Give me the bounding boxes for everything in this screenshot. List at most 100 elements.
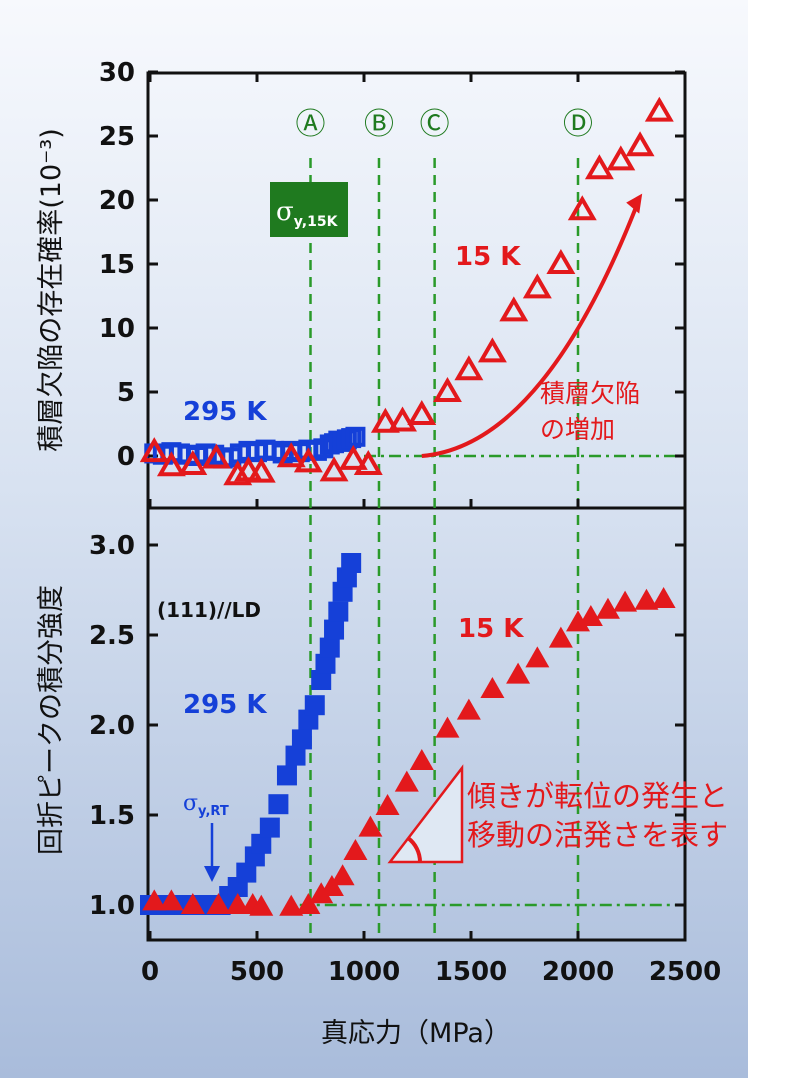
top-15k-point-0: [139, 437, 169, 463]
x-tick-label-1000: 1000: [328, 957, 400, 987]
top-y-tick-label-30: 30: [99, 58, 135, 88]
sigma-yrt-symbol: σ: [183, 791, 198, 816]
top-15k-point-11: [353, 449, 383, 475]
top-label-295k: 295 K: [183, 397, 267, 427]
top-15k-point-5: [233, 456, 263, 482]
bottom-15k-point-10: [319, 875, 344, 896]
top-15k-point-16: [454, 355, 484, 381]
marker-label-2: Ⓑ: [364, 107, 394, 142]
bottom-15k-point-27: [634, 588, 659, 610]
bottom-295k-point-22: [315, 653, 336, 674]
top-15k-point-9: [319, 456, 349, 482]
bottom-15k-point-23: [566, 610, 590, 632]
x-tick-label-500: 500: [230, 957, 284, 987]
stress-chart: Ⓐ Ⓑ Ⓒ Ⓓ 0 500 1000 1500 2000 2500 0 5 10 15 20 25 30 1.0…: [36, 58, 728, 1049]
top-15k-point-23: [606, 145, 636, 171]
bottom-15k-point-12: [343, 839, 368, 860]
top-15k-point-1: [156, 451, 186, 477]
bottom-annotation-line1: 傾きが転位の発生と: [467, 779, 728, 813]
sigma-y15k-subscript: y,15K: [294, 214, 339, 230]
bottom-15k-point-3: [206, 893, 231, 914]
bottom-15k-point-17: [435, 716, 460, 738]
sigma-yrt-subscript: y,RT: [198, 804, 229, 819]
top-15k-point-7: [276, 442, 306, 468]
bottom-15k-point-2: [180, 893, 205, 914]
marker-label-4: Ⓓ: [563, 107, 593, 142]
bottom-15k-point-16: [409, 749, 434, 770]
bottom-15k-point-14: [375, 794, 400, 815]
top-15k-point-14: [407, 400, 437, 426]
increase-arrow-head-icon: [626, 193, 643, 214]
bottom-y-tick-label-3.0: 3.0: [89, 531, 135, 561]
bottom-295k-point-18: [291, 729, 312, 750]
bottom-295k-point-20: [304, 695, 325, 716]
top-y-tick-label-20: 20: [99, 186, 135, 216]
top-15k-point-13: [388, 406, 417, 432]
top-15k-point-19: [522, 273, 552, 299]
bottom-15k-point-11: [330, 864, 355, 886]
bottom-295k-point-11: [236, 862, 257, 883]
top-15k-point-6: [246, 457, 276, 483]
marker-label-3: Ⓒ: [420, 107, 450, 142]
bottom-orientation-label: (111)//LD: [157, 598, 261, 622]
bottom-panel-frame: [146, 506, 687, 942]
bottom-15k-point-9: [309, 882, 334, 904]
bottom-295k-point-23: [319, 637, 340, 658]
top-y-axis-title: 積層欠陥の存在確率(10⁻³): [36, 128, 67, 452]
top-annotation-line1: 積層欠陥: [540, 379, 640, 408]
bottom-y-tick-label-2.0: 2.0: [89, 711, 135, 741]
bottom-y-tick-label-1.0: 1.0: [89, 891, 135, 921]
bottom-295k-point-17: [285, 745, 306, 766]
bottom-15k-point-8: [296, 893, 321, 914]
bottom-15k-point-18: [456, 698, 481, 720]
bottom-y-tick-label-2.5: 2.5: [89, 621, 135, 651]
bottom-15k-point-20: [506, 662, 531, 684]
top-15k-point-4: [223, 460, 253, 486]
top-y-tick-label-15: 15: [99, 250, 135, 280]
bottom-annotation-line2: 移動の活発さを表す: [467, 818, 728, 852]
top-15k-point-8: [293, 447, 323, 473]
top-15k-point-21: [567, 195, 597, 221]
bottom-15k-point-7: [279, 894, 304, 916]
top-15k-point-3: [201, 443, 231, 469]
top-15k-point-25: [644, 96, 674, 122]
x-tick-label-1500: 1500: [435, 957, 507, 987]
top-15k-point-22: [584, 154, 614, 180]
x-tick-label-0: 0: [141, 957, 159, 987]
x-axis-title: 真応力（MPa）: [321, 1018, 511, 1049]
sigma-yrt-arrow: [204, 823, 220, 882]
bottom-label-295k: 295 K: [183, 690, 267, 720]
bottom-15k-point-26: [613, 590, 638, 612]
bottom-15k-point-24: [578, 605, 603, 626]
slope-triangle-icon: [387, 764, 464, 864]
bottom-295k-point-24: [324, 619, 345, 640]
bottom-295k-point-13: [251, 833, 272, 854]
bottom-15k-point-15: [394, 770, 419, 792]
top-15k-point-15: [432, 377, 462, 402]
top-y-tick-label-25: 25: [99, 122, 135, 152]
bottom-y-tick-label-1.5: 1.5: [89, 801, 135, 831]
top-15k-point-2: [178, 449, 208, 475]
x-tick-label-2000: 2000: [542, 957, 614, 987]
top-15k-point-18: [499, 296, 529, 322]
top-annotation-line2: の増加: [540, 415, 615, 444]
top-15k-point-10: [338, 444, 368, 470]
bottom-295k-point-21: [311, 670, 332, 690]
bottom-15k-point-22: [548, 626, 573, 648]
top-15k-point-20: [546, 249, 576, 274]
bottom-y-axis-title: 回折ピークの積分強度: [36, 585, 67, 855]
bottom-15k-point-19: [480, 677, 505, 698]
bottom-295k-point-15: [268, 794, 289, 815]
bottom-label-15k: 15 K: [458, 614, 524, 644]
bottom-15k-point-28: [651, 587, 676, 608]
top-y-tick-label-0: 0: [117, 442, 135, 472]
bottom-295k-point-25: [328, 601, 349, 622]
x-tick-label-2500: 2500: [649, 957, 721, 987]
bottom-15k-point-1: [159, 889, 184, 911]
increase-arrow-line: [421, 200, 641, 458]
top-15k-point-24: [625, 131, 655, 157]
bottom-15k-point-21: [525, 646, 550, 668]
sigma-y15k-box: [270, 182, 348, 237]
bottom-295k-point-16: [276, 765, 297, 786]
top-y-tick-label-5: 5: [117, 378, 135, 408]
